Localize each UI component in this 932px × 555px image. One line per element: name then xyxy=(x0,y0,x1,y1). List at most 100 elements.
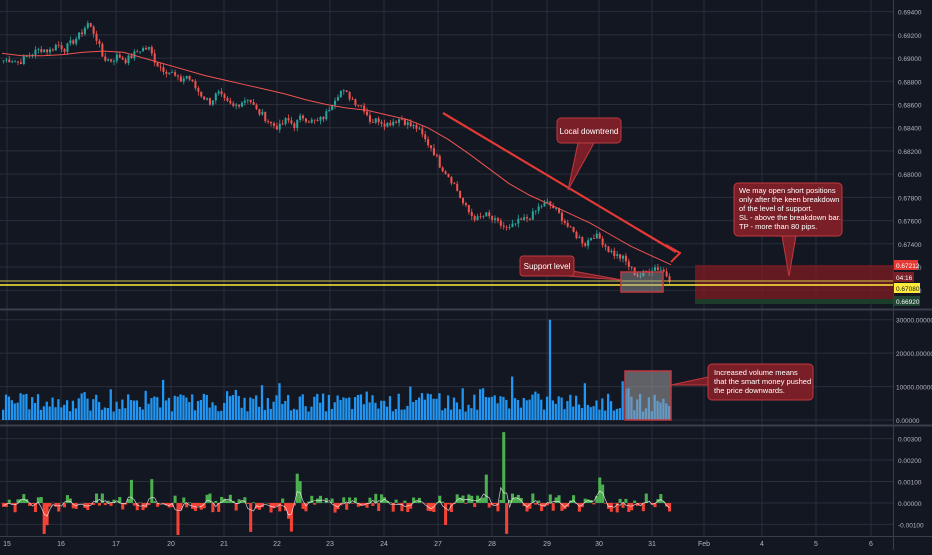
candle-body xyxy=(499,220,502,226)
volume-bar xyxy=(63,404,66,420)
volume-bar xyxy=(548,319,552,420)
candle-body xyxy=(563,220,566,223)
candle-body xyxy=(240,102,243,107)
volume-bar xyxy=(589,407,592,420)
candle-body xyxy=(211,100,214,105)
oscillator-axis[interactable]: 0.00300 0.00200 0.00100 0.00000 -0.00100 xyxy=(898,437,924,530)
price-tick-label: 0.67400 xyxy=(898,242,922,249)
price-panel[interactable] xyxy=(1,20,672,285)
volume-bar xyxy=(97,402,101,420)
candle-body xyxy=(520,218,523,220)
candle-body xyxy=(57,44,60,46)
volume-bar xyxy=(400,409,403,420)
volume-bar xyxy=(255,395,258,420)
candle-body xyxy=(16,61,20,63)
price-tick-label: 0.69000 xyxy=(898,56,922,63)
candle-body xyxy=(197,88,200,92)
candle-body xyxy=(60,45,63,50)
volume-bar xyxy=(48,406,51,420)
volume-bar xyxy=(33,402,37,420)
candle-body xyxy=(552,205,555,209)
volume-note-line-3: the price downwards. xyxy=(714,386,785,395)
volume-bar xyxy=(473,394,476,420)
volume-bar xyxy=(196,401,200,420)
candle-body xyxy=(368,115,371,122)
downtrend-line[interactable] xyxy=(442,112,677,253)
price-tick-label: 0.67800 xyxy=(898,195,922,202)
candle-body xyxy=(299,115,302,120)
downtrend-callout[interactable]: Local downtrend xyxy=(556,117,622,191)
countdown-badge: 04:16 xyxy=(894,272,914,282)
volume-bar xyxy=(89,410,92,420)
candle-body xyxy=(656,267,659,270)
volume-tick-label: 20000.00000 xyxy=(896,351,932,358)
support-callout-box xyxy=(519,255,575,277)
volume-bar xyxy=(159,407,162,420)
candle-body xyxy=(444,171,447,174)
trade-zone[interactable] xyxy=(695,265,893,304)
price-tick-label: 0.68000 xyxy=(898,172,922,179)
support-callout[interactable]: Support level xyxy=(519,255,623,281)
volume-bar xyxy=(543,409,546,420)
candle-body xyxy=(464,203,467,206)
stop-loss-zone[interactable] xyxy=(695,265,893,301)
volume-bar xyxy=(182,395,185,420)
candle-body xyxy=(142,48,145,52)
volume-highlight-box[interactable] xyxy=(624,370,672,421)
volume-panel[interactable] xyxy=(2,319,671,420)
oscillator-panel[interactable] xyxy=(1,432,672,535)
arrow-head-icon xyxy=(665,244,682,263)
volume-bar xyxy=(266,397,269,420)
candle-body xyxy=(144,48,147,50)
volume-bar xyxy=(383,400,386,420)
volume-bar xyxy=(388,396,392,420)
strategy-callout[interactable]: We may open short positions only after t… xyxy=(733,182,843,277)
price-axis[interactable]: 0.69400 0.69200 0.69000 0.68800 0.68600 0.684… xyxy=(898,10,922,296)
candle-body xyxy=(72,40,75,44)
volume-bar xyxy=(71,400,75,420)
candle-body xyxy=(584,243,587,246)
volume-bar xyxy=(249,397,252,420)
volume-bar xyxy=(281,403,284,420)
volume-axis[interactable]: 30000.00000 20000.00000 10000.00000 0.00000 xyxy=(896,318,932,425)
support-highlight-box[interactable] xyxy=(620,271,664,293)
volume-bar xyxy=(243,397,246,420)
volume-bar xyxy=(339,400,342,420)
candle-body xyxy=(322,116,325,120)
volume-bar xyxy=(208,407,211,420)
volume-bar xyxy=(397,393,400,420)
volume-bar xyxy=(310,406,313,420)
candle-body xyxy=(403,119,406,125)
candle-body xyxy=(668,276,671,282)
candle-body xyxy=(406,122,409,125)
candle-body xyxy=(258,108,261,115)
candle-body xyxy=(98,40,101,44)
price-badge-target: 0.66920 xyxy=(894,296,920,306)
volume-note-line-1: Increased volume means xyxy=(714,368,798,377)
volume-bar xyxy=(324,411,328,420)
volume-bar xyxy=(449,409,453,420)
volume-bar xyxy=(28,409,31,420)
take-profit-zone[interactable] xyxy=(695,299,893,304)
candle-body xyxy=(159,66,162,68)
candle-body xyxy=(328,110,331,112)
candle-body xyxy=(398,119,401,123)
volume-bar xyxy=(577,404,581,420)
candle-body xyxy=(412,125,415,127)
time-tick-label: 29 xyxy=(543,541,551,548)
volume-callout[interactable]: Increased volume means that the smart mo… xyxy=(670,363,814,401)
time-tick-label: 31 xyxy=(648,541,656,548)
volume-bar xyxy=(220,410,223,420)
volume-bar xyxy=(60,407,63,420)
candle-body xyxy=(214,93,217,101)
volume-bar xyxy=(592,406,595,420)
time-axis[interactable]: 15 16 17 20 21 22 23 24 27 28 29 30 31 Feb 4 5 6 xyxy=(3,541,873,548)
oscillator-signal-line xyxy=(3,486,670,517)
candle-body xyxy=(581,237,584,244)
volume-bar xyxy=(493,395,496,420)
candle-body xyxy=(633,267,636,275)
candle-body xyxy=(578,237,581,239)
volume-bar xyxy=(423,399,427,420)
candle-body xyxy=(549,201,552,206)
volume-tick-label: 10000.00000 xyxy=(896,385,932,392)
